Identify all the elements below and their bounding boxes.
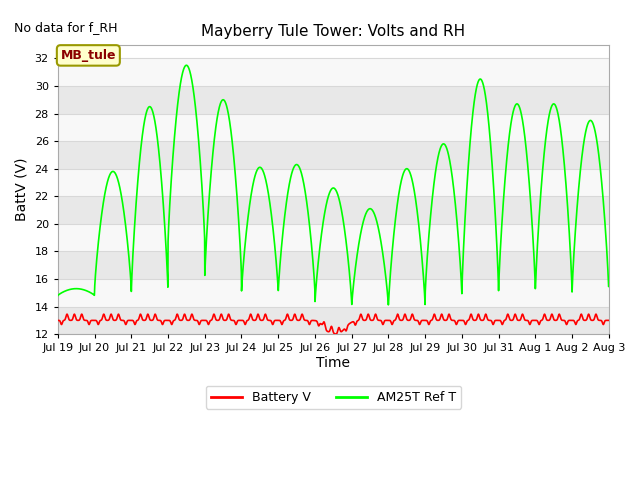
Bar (58, 59, 609, 86)
Bar (58, 307, 609, 334)
X-axis label: Time: Time (316, 356, 350, 370)
Bar (58, 279, 609, 307)
Title: Mayberry Tule Tower: Volts and RH: Mayberry Tule Tower: Volts and RH (201, 24, 465, 39)
Bar (58, 86, 609, 113)
Text: MB_tule: MB_tule (61, 49, 116, 62)
Text: No data for f_RH: No data for f_RH (13, 22, 117, 35)
Bar (58, 224, 609, 252)
Bar (58, 168, 609, 196)
Legend: Battery V, AM25T Ref T: Battery V, AM25T Ref T (205, 386, 461, 409)
Bar (58, 113, 609, 141)
Bar (58, 252, 609, 279)
Y-axis label: BattV (V): BattV (V) (15, 157, 29, 221)
Bar (58, 141, 609, 168)
Bar (58, 196, 609, 224)
